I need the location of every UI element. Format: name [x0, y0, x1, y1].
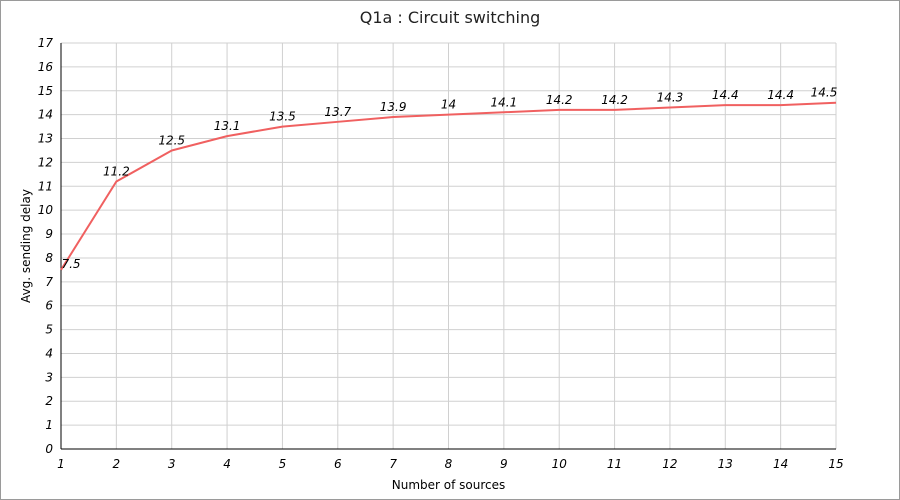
- data-label: 7.5: [61, 257, 80, 271]
- data-label: 12.5: [158, 133, 185, 147]
- y-tick-label: 14: [38, 108, 53, 122]
- x-tick-label: 8: [445, 457, 453, 471]
- y-tick-label: 12: [38, 155, 53, 169]
- data-label: 14.2: [601, 93, 628, 107]
- y-tick-label: 8: [45, 251, 53, 265]
- axes: [60, 43, 836, 450]
- data-label: 14.4: [712, 88, 739, 102]
- chart-title: Q1a : Circuit switching: [359, 8, 541, 27]
- data-label: 11.2: [103, 165, 130, 179]
- y-tick-label: 9: [45, 227, 53, 241]
- x-tick-label: 4: [223, 457, 231, 471]
- y-tick-label: 0: [45, 442, 53, 456]
- x-tick-label: 9: [500, 457, 508, 471]
- x-tick-label: 7: [389, 457, 397, 471]
- data-label: 13.9: [380, 100, 407, 114]
- y-tick-label: 15: [38, 84, 53, 98]
- series-layer: [60, 101, 837, 271]
- x-tick-label: 2: [113, 457, 121, 471]
- data-label: 14: [441, 98, 456, 112]
- x-tick-label: 11: [607, 457, 622, 471]
- y-tick-label: 4: [45, 346, 53, 360]
- y-tick-label: 3: [45, 370, 53, 384]
- y-tick-label: 11: [38, 179, 53, 193]
- y-tick-label: 5: [45, 323, 53, 337]
- x-tick-label: 13: [718, 457, 733, 471]
- x-tick-label: 3: [168, 457, 176, 471]
- data-label: 14.1: [490, 95, 517, 109]
- y-tick-label: 16: [38, 60, 54, 74]
- x-tick-label: 14: [773, 457, 788, 471]
- y-tick-label: 2: [45, 394, 53, 408]
- x-tick-label: 5: [279, 457, 287, 471]
- y-axis-title: Avg. sending delay: [19, 189, 33, 303]
- x-tick-label: 6: [334, 457, 342, 471]
- data-label: 14.5: [811, 86, 838, 100]
- y-tick-label: 6: [45, 299, 53, 313]
- grid-lines: [61, 42, 837, 449]
- data-label: 13.1: [214, 119, 241, 133]
- x-tick-label: 10: [552, 457, 568, 471]
- y-tick-label: 7: [45, 275, 53, 289]
- data-label: 13.5: [269, 110, 296, 124]
- data-label: 14.2: [546, 93, 573, 107]
- y-tick-label: 13: [38, 132, 53, 146]
- x-axis-title: Number of sources: [392, 478, 506, 492]
- y-tick-label: 10: [38, 203, 54, 217]
- data-label: 14.3: [657, 90, 684, 104]
- y-tick-label: 17: [38, 36, 54, 50]
- data-label: 13.7: [324, 105, 351, 119]
- x-tick-label: 15: [828, 457, 843, 471]
- data-labels: 7.5 11.2 12.5 13.1 13.5 13.7 13.9 14 14.1 14.2 14.…: [61, 86, 837, 271]
- x-tick-label: 1: [57, 457, 65, 471]
- y-tick-label: 1: [45, 418, 53, 432]
- data-label: 14.4: [767, 88, 794, 102]
- x-tick-label: 12: [662, 457, 677, 471]
